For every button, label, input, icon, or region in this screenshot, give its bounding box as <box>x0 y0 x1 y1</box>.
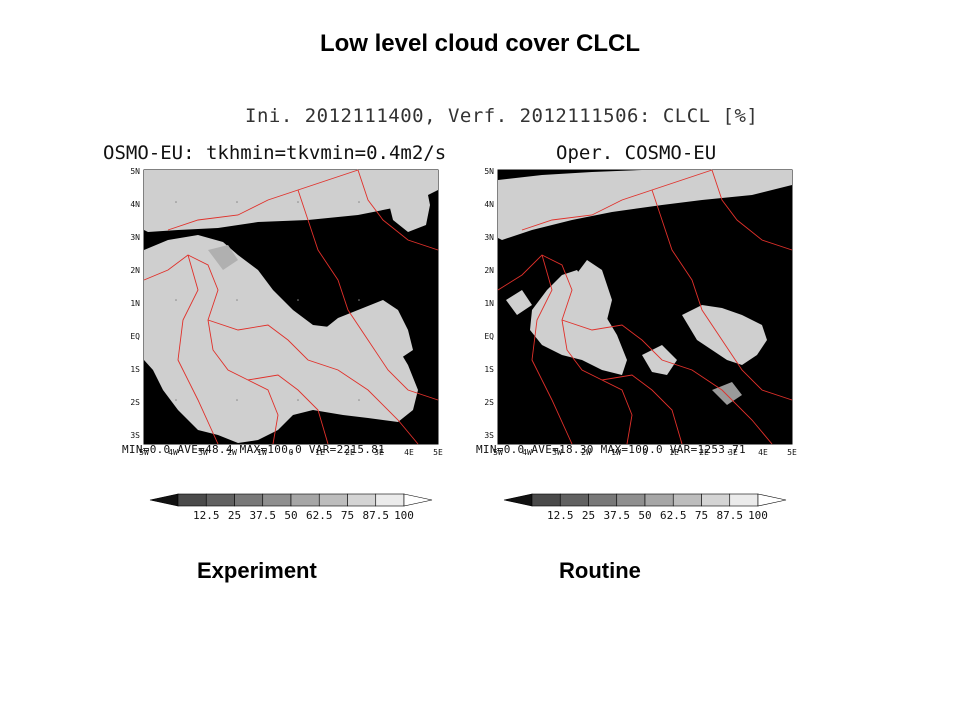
map-routine: 5N 4N 3N 2N 1N EQ 1S 2S 3S 5W 4W 3W 2W 1… <box>484 167 797 457</box>
stats-experiment: MIN=0.0 AVE=48.4 MAX=100.0 VAR=2215.81 <box>122 443 386 456</box>
colorbar-label: 12.5 <box>547 509 574 522</box>
lat-tick-labels: 5N 4N 3N 2N 1N EQ 1S 2S 3S <box>484 167 494 440</box>
lat-label: 2N <box>484 266 494 275</box>
colorbar-label: 12.5 <box>193 509 220 522</box>
colorbar-label: 37.5 <box>604 509 631 522</box>
colorbar-segment <box>672 493 702 507</box>
lon-label: 2W <box>581 448 591 457</box>
panel-title-routine: Oper. COSMO-EU <box>556 142 717 164</box>
colorbar-segment <box>290 493 320 507</box>
colorbar-label: 50 <box>284 509 297 522</box>
colorbar-label: 37.5 <box>250 509 277 522</box>
colorbar-segment <box>347 493 377 507</box>
colorbar-segment <box>177 493 207 507</box>
colorbar-segment <box>559 493 589 507</box>
country-borders <box>497 169 793 445</box>
lon-label: 3E <box>728 448 738 457</box>
country-borders <box>143 169 439 445</box>
lat-label: 2S <box>484 398 494 407</box>
colorbar-segment <box>588 493 618 507</box>
lon-label: 1E <box>315 448 325 457</box>
lat-label: 5N <box>130 167 140 176</box>
lon-label: 1W <box>611 448 621 457</box>
colorbar-label: 100 <box>394 509 414 522</box>
colorbar-segment <box>262 493 292 507</box>
colorbar-high-arrow <box>403 493 433 507</box>
colorbar-label: 25 <box>582 509 595 522</box>
lat-label: EQ <box>130 332 140 341</box>
lon-label: 1W <box>257 448 267 457</box>
lat-label: 1N <box>484 299 494 308</box>
lon-label: 2E <box>699 448 709 457</box>
colorbar-label: 75 <box>341 509 354 522</box>
colorbar-low-arrow <box>503 493 533 507</box>
colorbar-label: 25 <box>228 509 241 522</box>
colorbar-label: 100 <box>748 509 768 522</box>
caption-routine: Routine <box>559 558 641 583</box>
stats-routine: MIN=0.0 AVE=18.30 MAX=100.0 VAR=1253.71 <box>476 443 746 456</box>
colorbar-label: 62.5 <box>660 509 687 522</box>
colorbar-label: 62.5 <box>306 509 333 522</box>
lon-label: 3W <box>198 448 208 457</box>
lat-label: 3N <box>484 233 494 242</box>
lon-label: 5W <box>139 448 149 457</box>
colorbar-segment <box>531 493 561 507</box>
lon-label: 5E <box>433 448 443 457</box>
colorbar-segment <box>205 493 235 507</box>
grid-dots <box>175 201 360 401</box>
colorbar-segment <box>616 493 646 507</box>
colorbar-experiment: 12.5 25 37.5 50 62.5 75 87.5 100 <box>149 493 433 522</box>
lon-label: 0 <box>289 448 294 457</box>
colorbar-segment <box>375 493 405 507</box>
lon-tick-labels: 5W 4W 3W 2W 1W 0 1E 2E 3E 4E 5E <box>139 448 443 457</box>
lat-label: 4N <box>484 200 494 209</box>
lon-label: 4W <box>168 448 178 457</box>
lat-label: 2S <box>130 398 140 407</box>
colorbar-high-arrow <box>757 493 787 507</box>
lon-label: 0 <box>643 448 648 457</box>
lon-label: 5E <box>787 448 797 457</box>
colorbar-segment <box>644 493 674 507</box>
lat-label: 3S <box>484 431 494 440</box>
lat-label: EQ <box>484 332 494 341</box>
lat-label: 3S <box>130 431 140 440</box>
cloud-cover-fill <box>144 170 438 443</box>
colorbar-routine: 12.5 25 37.5 50 62.5 75 87.5 100 <box>503 493 787 522</box>
lon-label: 5W <box>493 448 503 457</box>
lon-label: 1E <box>669 448 679 457</box>
colorbar-label: 87.5 <box>363 509 390 522</box>
lon-label: 4E <box>758 448 768 457</box>
lon-label: 3W <box>552 448 562 457</box>
lat-label: 1S <box>484 365 494 374</box>
lat-tick-labels: 5N 4N 3N 2N 1N EQ 1S 2S 3S <box>130 167 140 440</box>
lon-label: 2E <box>345 448 355 457</box>
colorbar-low-arrow <box>149 493 179 507</box>
lat-label: 1N <box>130 299 140 308</box>
caption-experiment: Experiment <box>197 558 317 583</box>
init-verification-label: Ini. 2012111400, Verf. 2012111506: CLCL … <box>245 105 759 127</box>
lat-label: 4N <box>130 200 140 209</box>
lat-label: 1S <box>130 365 140 374</box>
lon-label: 4W <box>522 448 532 457</box>
colorbar-label: 50 <box>638 509 651 522</box>
colorbar-label: 87.5 <box>717 509 744 522</box>
map-experiment: 5N 4N 3N 2N 1N EQ 1S 2S 3S 5W 4W 3W 2W 1… <box>130 167 443 457</box>
colorbar-segment <box>701 493 731 507</box>
lon-label: 4E <box>404 448 414 457</box>
lon-tick-labels: 5W 4W 3W 2W 1W 0 1E 2E 3E 4E 5E <box>493 448 797 457</box>
lat-label: 2N <box>130 266 140 275</box>
lon-label: 3E <box>374 448 384 457</box>
slide-title: Low level cloud cover CLCL <box>319 30 641 57</box>
lon-label: 2W <box>227 448 237 457</box>
lat-label: 5N <box>484 167 494 176</box>
colorbar-segment <box>729 493 759 507</box>
colorbar-segment <box>234 493 264 507</box>
panel-title-experiment: OSMO-EU: tkhmin=tkvmin=0.4m2/s <box>103 142 447 164</box>
colorbar-label: 75 <box>695 509 708 522</box>
lat-label: 3N <box>130 233 140 242</box>
colorbar-segment <box>318 493 348 507</box>
cloud-cover-fill <box>498 170 792 405</box>
